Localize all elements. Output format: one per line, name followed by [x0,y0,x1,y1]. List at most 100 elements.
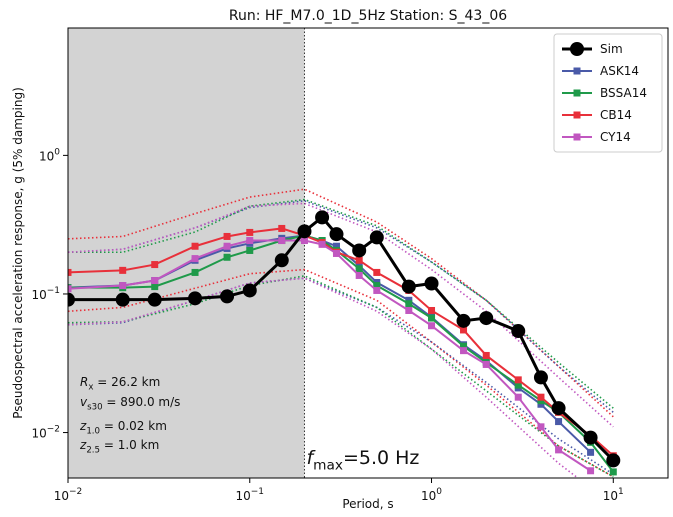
marker [555,418,563,426]
y-tick-label-base: 10 [31,427,46,441]
legend-label: Sim [600,42,623,56]
sigma-band [68,198,614,409]
marker [274,253,289,268]
marker [555,446,563,454]
sigma-band [68,188,614,418]
marker [424,276,439,291]
legend-marker [573,89,581,97]
annotation-text: = 1.0 km [100,438,159,452]
marker [405,306,413,314]
annotation-sub: 1.0 [86,427,100,437]
marker [428,314,436,322]
annotation-var: z [79,419,87,433]
annotation-text: = 26.2 km [93,375,160,389]
marker [332,242,340,250]
marker [318,240,326,248]
plot-frame [67,27,669,479]
legend-marker [573,67,581,75]
marker [223,253,231,261]
sigma-band [68,277,580,478]
marker [315,210,330,225]
marker [460,347,468,355]
marker [514,381,522,389]
legend-marker [570,42,584,56]
marker [297,224,312,239]
annotation: vs30 = 890.0 m/s [80,395,180,413]
marker [191,268,199,276]
marker [373,282,381,290]
legend-marker [573,111,581,119]
x-tick-label-exp: −1 [251,487,264,497]
fmax-label-sub: max [313,458,343,474]
marker [514,376,522,384]
marker [332,249,340,257]
marker [428,306,436,314]
marker [609,468,617,476]
annotation-text: = 0.02 km [100,419,167,433]
marker [68,285,72,293]
marker [220,289,235,304]
marker [428,322,436,330]
marker [511,324,526,339]
marker [606,453,621,468]
marker [246,228,254,236]
marker [482,351,490,359]
marker [587,467,595,475]
marker [587,448,595,456]
marker [537,393,545,401]
legend-label: CB14 [600,108,632,122]
x-axis-label: Period, s [342,497,393,511]
marker [223,242,231,250]
y-tick-label-exp: −1 [47,286,60,296]
y-tick-label: 10−1 [31,286,60,302]
marker [68,268,72,276]
marker [242,283,257,298]
annotation-var: z [79,438,87,452]
marker [405,300,413,308]
marker [369,230,384,245]
annotation-text: = 890.0 m/s [103,395,181,409]
x-tick-label-exp: −2 [69,487,82,497]
fmax-label: fmax=5.0 Hz [306,447,419,474]
marker [151,277,159,285]
x-tick-label: 101 [603,487,624,503]
fmax-label-var: f [306,447,316,469]
x-tick-label-base: 10 [235,489,250,503]
marker [119,282,127,290]
marker [191,242,199,250]
y-tick-label-exp: 0 [54,147,60,157]
x-tick-label-base: 10 [54,489,69,503]
marker [460,326,468,334]
marker [355,271,363,279]
annotation-var: v [80,395,88,409]
y-tick-label-base: 10 [31,288,46,302]
y-tick-label-exp: −2 [47,425,60,435]
x-tick-label: 10−1 [235,487,264,503]
annotation-sub: s30 [87,403,102,413]
legend-marker [573,133,581,141]
x-tick-label-exp: 0 [436,487,442,497]
annotation: Rx = 26.2 km [80,375,160,393]
x-tick-label: 100 [421,487,442,503]
annotation-var: R [80,375,88,389]
marker [119,266,127,274]
chart-title: Run: HF_M7.0_1D_5Hz Station: S_43_06 [229,8,507,24]
legend-box [553,33,663,153]
fmax-label-text: =5.0 Hz [343,447,419,469]
shaded-region [68,28,305,478]
marker [482,360,490,368]
y-tick-label: 100 [39,147,60,163]
marker [223,232,231,240]
marker [456,313,471,328]
marker [537,423,545,431]
sigma-band [68,202,614,428]
annotation: z2.5 = 1.0 km [79,438,159,456]
marker [479,311,494,326]
marker [278,237,286,245]
marker [300,237,308,245]
annotation-sub: 2.5 [86,446,100,456]
marker [191,255,199,263]
marker [355,256,363,264]
marker [329,227,344,242]
